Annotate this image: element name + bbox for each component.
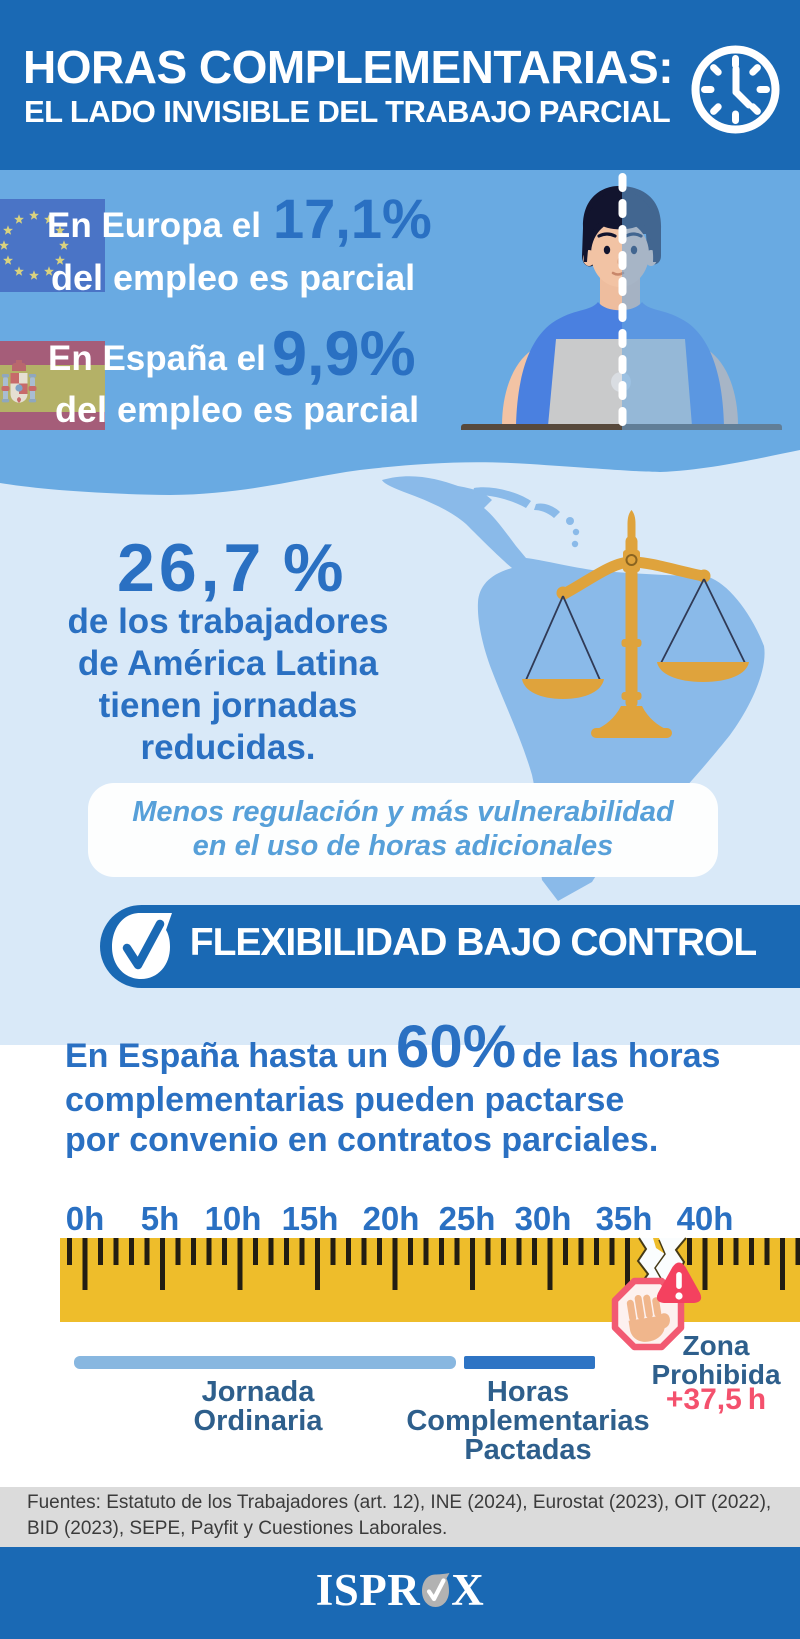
svg-text:0h: 0h (66, 1200, 105, 1237)
svg-text:20h: 20h (363, 1200, 420, 1237)
svg-text:5h: 5h (141, 1200, 180, 1237)
svg-text:30h: 30h (515, 1200, 572, 1237)
svg-text:15h: 15h (282, 1200, 339, 1237)
svg-text:35h: 35h (596, 1200, 653, 1237)
svg-text:25h: 25h (439, 1200, 496, 1237)
svg-text:40h: 40h (677, 1200, 734, 1237)
svg-text:10h: 10h (205, 1200, 262, 1237)
